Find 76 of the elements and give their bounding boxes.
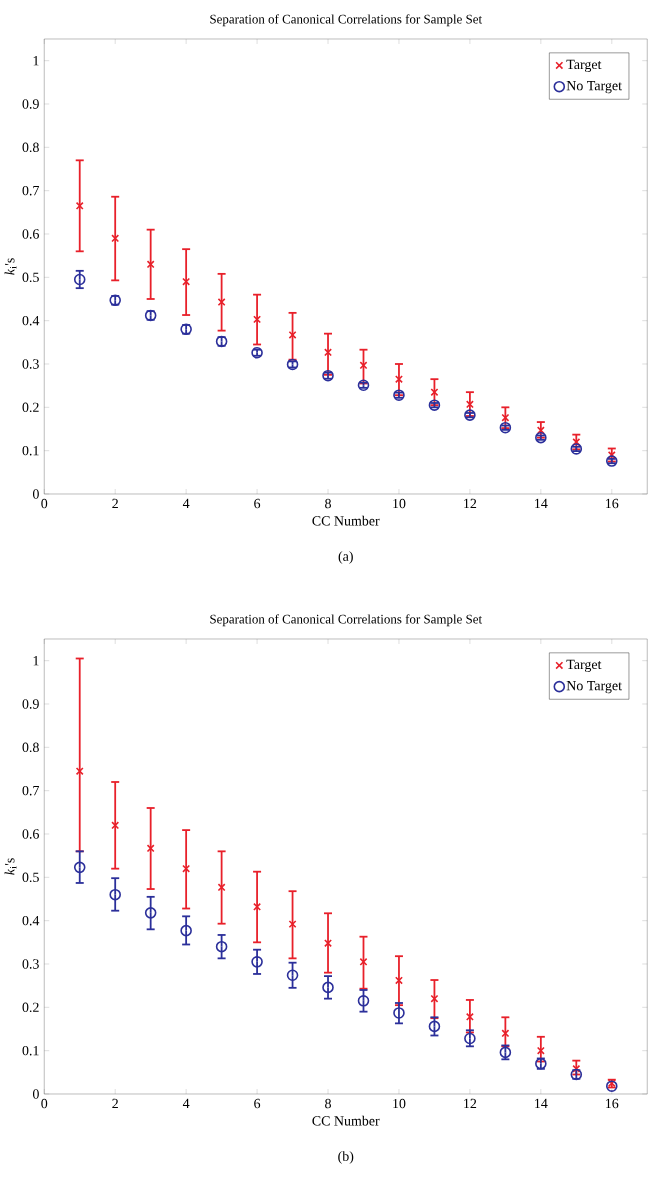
x-tick-label: 10 bbox=[393, 498, 406, 509]
chart-title: Separation of Canonical Correlations for Sample Set bbox=[210, 614, 482, 627]
x-tick-label: 6 bbox=[254, 498, 261, 509]
point bbox=[322, 981, 334, 994]
x-axis-title: CC Number bbox=[312, 515, 380, 526]
y-tick-label: 0.6 bbox=[22, 829, 39, 839]
y-tick-label: 1 bbox=[33, 656, 39, 666]
y-tick-label: 1 bbox=[33, 56, 39, 66]
text: (a) bbox=[338, 551, 353, 564]
x-axis-title: CC Number bbox=[312, 1115, 380, 1126]
chart-title: Separation of Canonical Correlations for Sample Set bbox=[210, 14, 482, 27]
point bbox=[217, 883, 226, 892]
y-tick-label: 0.3 bbox=[22, 359, 39, 369]
point bbox=[146, 260, 155, 269]
y-tick-label: 0.4 bbox=[22, 915, 40, 926]
x-tick-label: 8 bbox=[324, 498, 331, 509]
x-tick-label: 16 bbox=[605, 498, 619, 509]
y-tick-label: 0.9 bbox=[22, 99, 39, 109]
x-tick-label: 6 bbox=[254, 1098, 261, 1109]
point bbox=[215, 940, 228, 953]
legend-label: Target bbox=[566, 659, 602, 672]
point bbox=[501, 413, 510, 422]
point bbox=[393, 1007, 405, 1019]
point bbox=[144, 907, 157, 919]
y-tick-label: 0 bbox=[32, 1089, 39, 1099]
point bbox=[357, 995, 370, 1007]
y-tick-label: 0.3 bbox=[22, 959, 39, 969]
x-tick-label: 12 bbox=[464, 498, 476, 509]
point bbox=[501, 1029, 510, 1038]
x-tick-label: 2 bbox=[112, 498, 118, 509]
point bbox=[111, 234, 120, 243]
point bbox=[109, 888, 121, 901]
text: (b) bbox=[338, 1151, 354, 1164]
point bbox=[286, 969, 299, 982]
legend-label: No Target bbox=[566, 681, 622, 694]
x-tick-label: 14 bbox=[534, 1098, 548, 1109]
point bbox=[251, 956, 263, 968]
point bbox=[146, 844, 155, 853]
x-tick-label: 4 bbox=[182, 498, 190, 509]
y-tick-label: 0.2 bbox=[22, 402, 39, 413]
legend-label: No Target bbox=[566, 81, 622, 94]
x-tick-label: 14 bbox=[534, 498, 548, 509]
point bbox=[73, 861, 86, 874]
y-tick-label: 0.2 bbox=[22, 1002, 39, 1013]
x-tick-label: 2 bbox=[112, 1098, 118, 1109]
y-tick-label: 0.9 bbox=[22, 699, 39, 709]
y-tick-label: 0.8 bbox=[22, 142, 39, 153]
point bbox=[111, 821, 120, 830]
y-tick-label: 0.5 bbox=[22, 872, 39, 883]
x-tick-label: 0 bbox=[41, 1098, 48, 1109]
y-tick-label: 0.1 bbox=[22, 445, 39, 456]
point bbox=[75, 767, 84, 776]
legend-label: Target bbox=[566, 59, 602, 72]
point bbox=[465, 1012, 474, 1021]
point bbox=[428, 1020, 441, 1033]
point bbox=[73, 273, 86, 286]
x-tick-label: 8 bbox=[324, 1098, 331, 1109]
point bbox=[430, 994, 439, 1003]
x-tick-label: 12 bbox=[464, 1098, 476, 1109]
y-tick-label: 0.4 bbox=[22, 315, 40, 326]
point bbox=[75, 201, 84, 210]
point bbox=[180, 924, 192, 937]
y-tick-label: 0 bbox=[32, 489, 39, 499]
y-tick-label: 0.5 bbox=[22, 272, 39, 283]
y-tick-label: 0.7 bbox=[22, 185, 39, 196]
x-tick-label: 0 bbox=[41, 498, 48, 509]
x-tick-label: 16 bbox=[605, 1098, 619, 1109]
y-axis-title: k$_{i}$'s bbox=[4, 858, 17, 875]
y-axis-title: k$_{i}$'s bbox=[4, 258, 17, 275]
y-tick-label: 0.1 bbox=[22, 1045, 39, 1056]
y-tick-label: 0.6 bbox=[22, 229, 39, 239]
point bbox=[394, 375, 403, 384]
x-tick-label: 10 bbox=[393, 1098, 406, 1109]
y-tick-label: 0.8 bbox=[22, 742, 39, 753]
y-tick-label: 0.7 bbox=[22, 785, 39, 796]
x-tick-label: 4 bbox=[182, 1098, 190, 1109]
